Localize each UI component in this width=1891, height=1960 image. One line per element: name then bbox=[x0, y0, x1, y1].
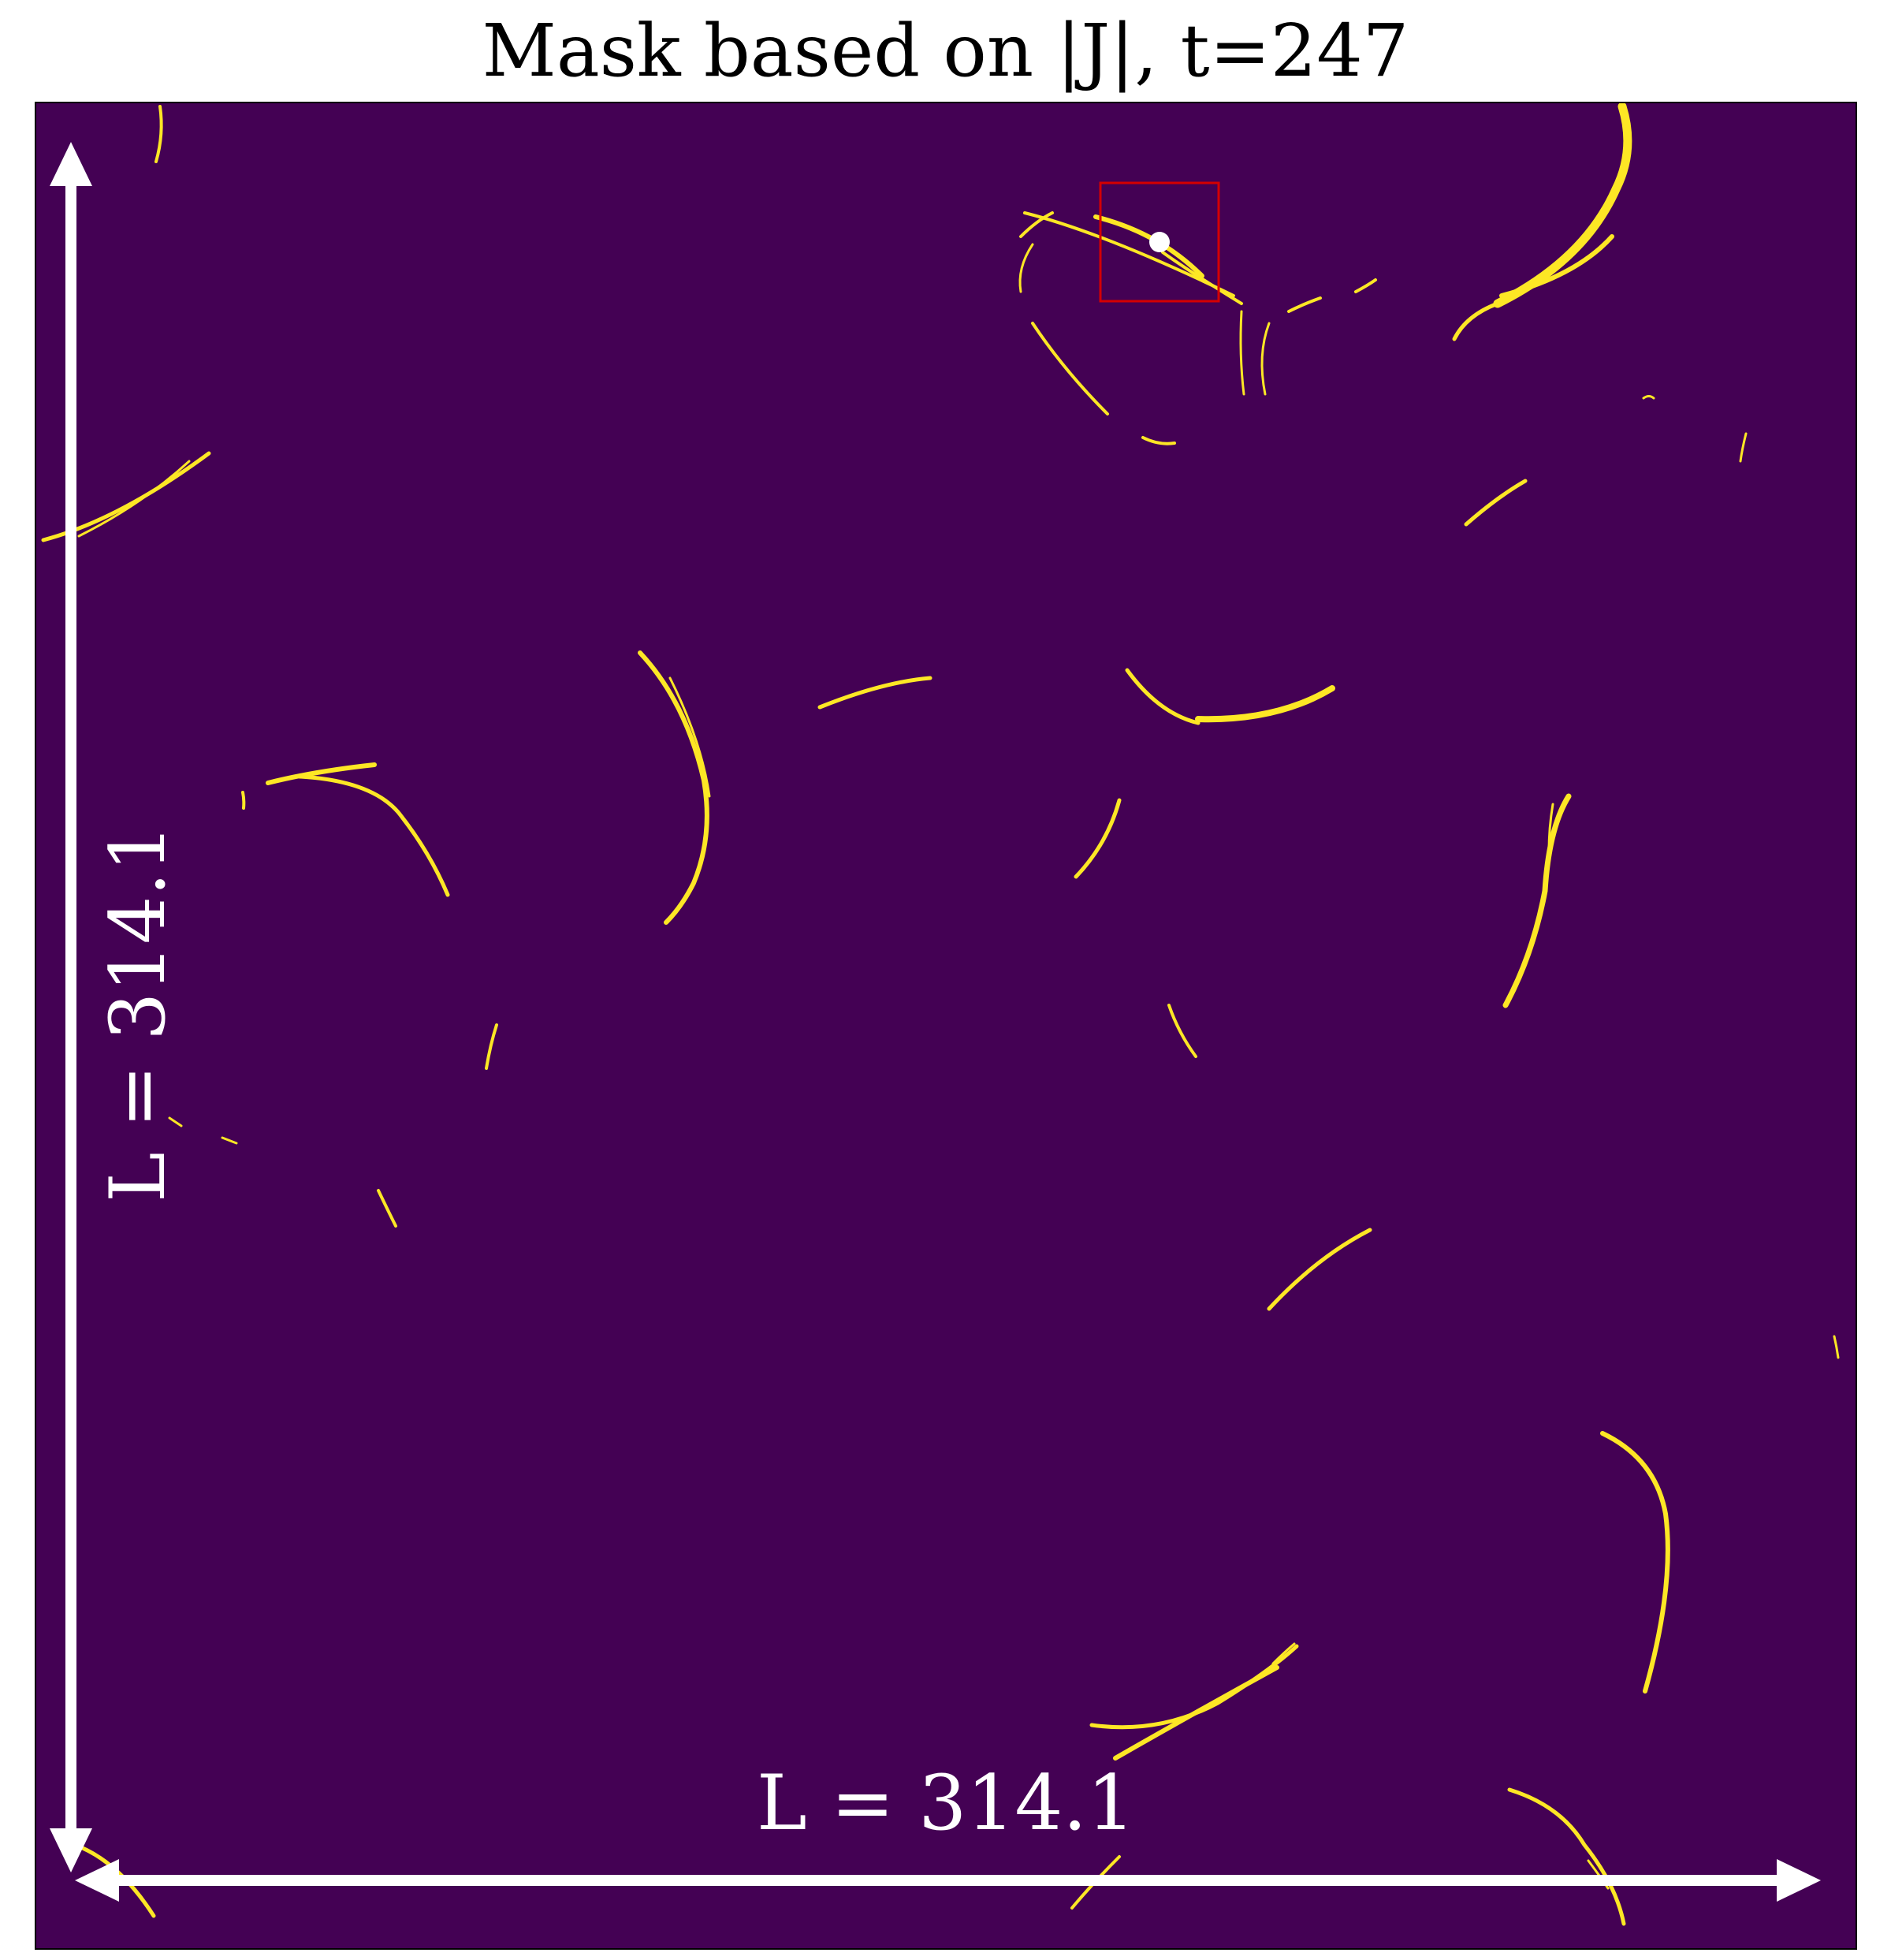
horizontal-length-arrow bbox=[75, 1859, 1821, 1902]
mask-filament bbox=[1452, 301, 1500, 341]
vertical-length-label: L = 314.1 bbox=[94, 824, 182, 1202]
mask-filament bbox=[1239, 310, 1245, 396]
mask-filament bbox=[168, 1116, 183, 1127]
mask-filament bbox=[1023, 211, 1235, 297]
mask-filament bbox=[638, 650, 709, 925]
mask-filament bbox=[485, 1023, 498, 1070]
mask-filament bbox=[817, 676, 932, 710]
mask-filament bbox=[1493, 102, 1632, 308]
mask-filament bbox=[1507, 1787, 1626, 1926]
mask-filament bbox=[1642, 395, 1655, 400]
mask-filament bbox=[1267, 1228, 1372, 1311]
mask-filament bbox=[1125, 668, 1200, 725]
mask-filament bbox=[1287, 296, 1322, 313]
mask-filament bbox=[1089, 1644, 1299, 1730]
mask-background bbox=[35, 102, 1856, 1949]
mask-filament bbox=[154, 105, 163, 163]
mask-filament bbox=[1547, 803, 1554, 853]
mask-filament bbox=[668, 676, 711, 798]
highlight-box bbox=[1099, 181, 1220, 303]
mask-filament bbox=[1031, 322, 1109, 415]
mask-filament bbox=[1600, 1431, 1670, 1694]
mask-filament bbox=[1833, 1335, 1840, 1359]
mask-filament bbox=[1167, 1004, 1197, 1058]
mask-filament bbox=[266, 762, 377, 785]
figure-title: Mask based on |J|, t=247 bbox=[482, 9, 1409, 93]
mask-filament bbox=[77, 460, 191, 538]
mask-filament bbox=[1018, 243, 1034, 293]
mask-filament bbox=[1113, 1665, 1279, 1761]
mask-filament bbox=[1464, 479, 1528, 527]
mask-filament bbox=[1141, 436, 1176, 445]
mask-filament bbox=[377, 1189, 397, 1228]
vertical-length-arrow bbox=[50, 142, 92, 1872]
mask-filament bbox=[1354, 278, 1377, 293]
mask-filament bbox=[221, 1136, 238, 1145]
mask-filament bbox=[1260, 322, 1271, 396]
horizontal-length-label: L = 314.1 bbox=[757, 1759, 1135, 1847]
current-sheet-mask bbox=[41, 102, 1840, 1926]
mask-filament bbox=[1271, 1642, 1296, 1665]
mask-filament bbox=[41, 451, 211, 542]
highlight-point bbox=[1149, 232, 1170, 252]
mask-filament bbox=[241, 791, 246, 810]
mask-filament bbox=[1499, 234, 1614, 298]
mask-filament bbox=[1161, 251, 1243, 305]
mask-filament bbox=[1019, 211, 1054, 238]
mask-filament bbox=[1739, 432, 1748, 463]
mask-filament bbox=[297, 774, 450, 897]
plot-frame bbox=[35, 102, 1857, 1950]
mask-filament bbox=[1502, 793, 1572, 1008]
mask-filament bbox=[1195, 685, 1335, 723]
mask-filament bbox=[1074, 798, 1122, 879]
